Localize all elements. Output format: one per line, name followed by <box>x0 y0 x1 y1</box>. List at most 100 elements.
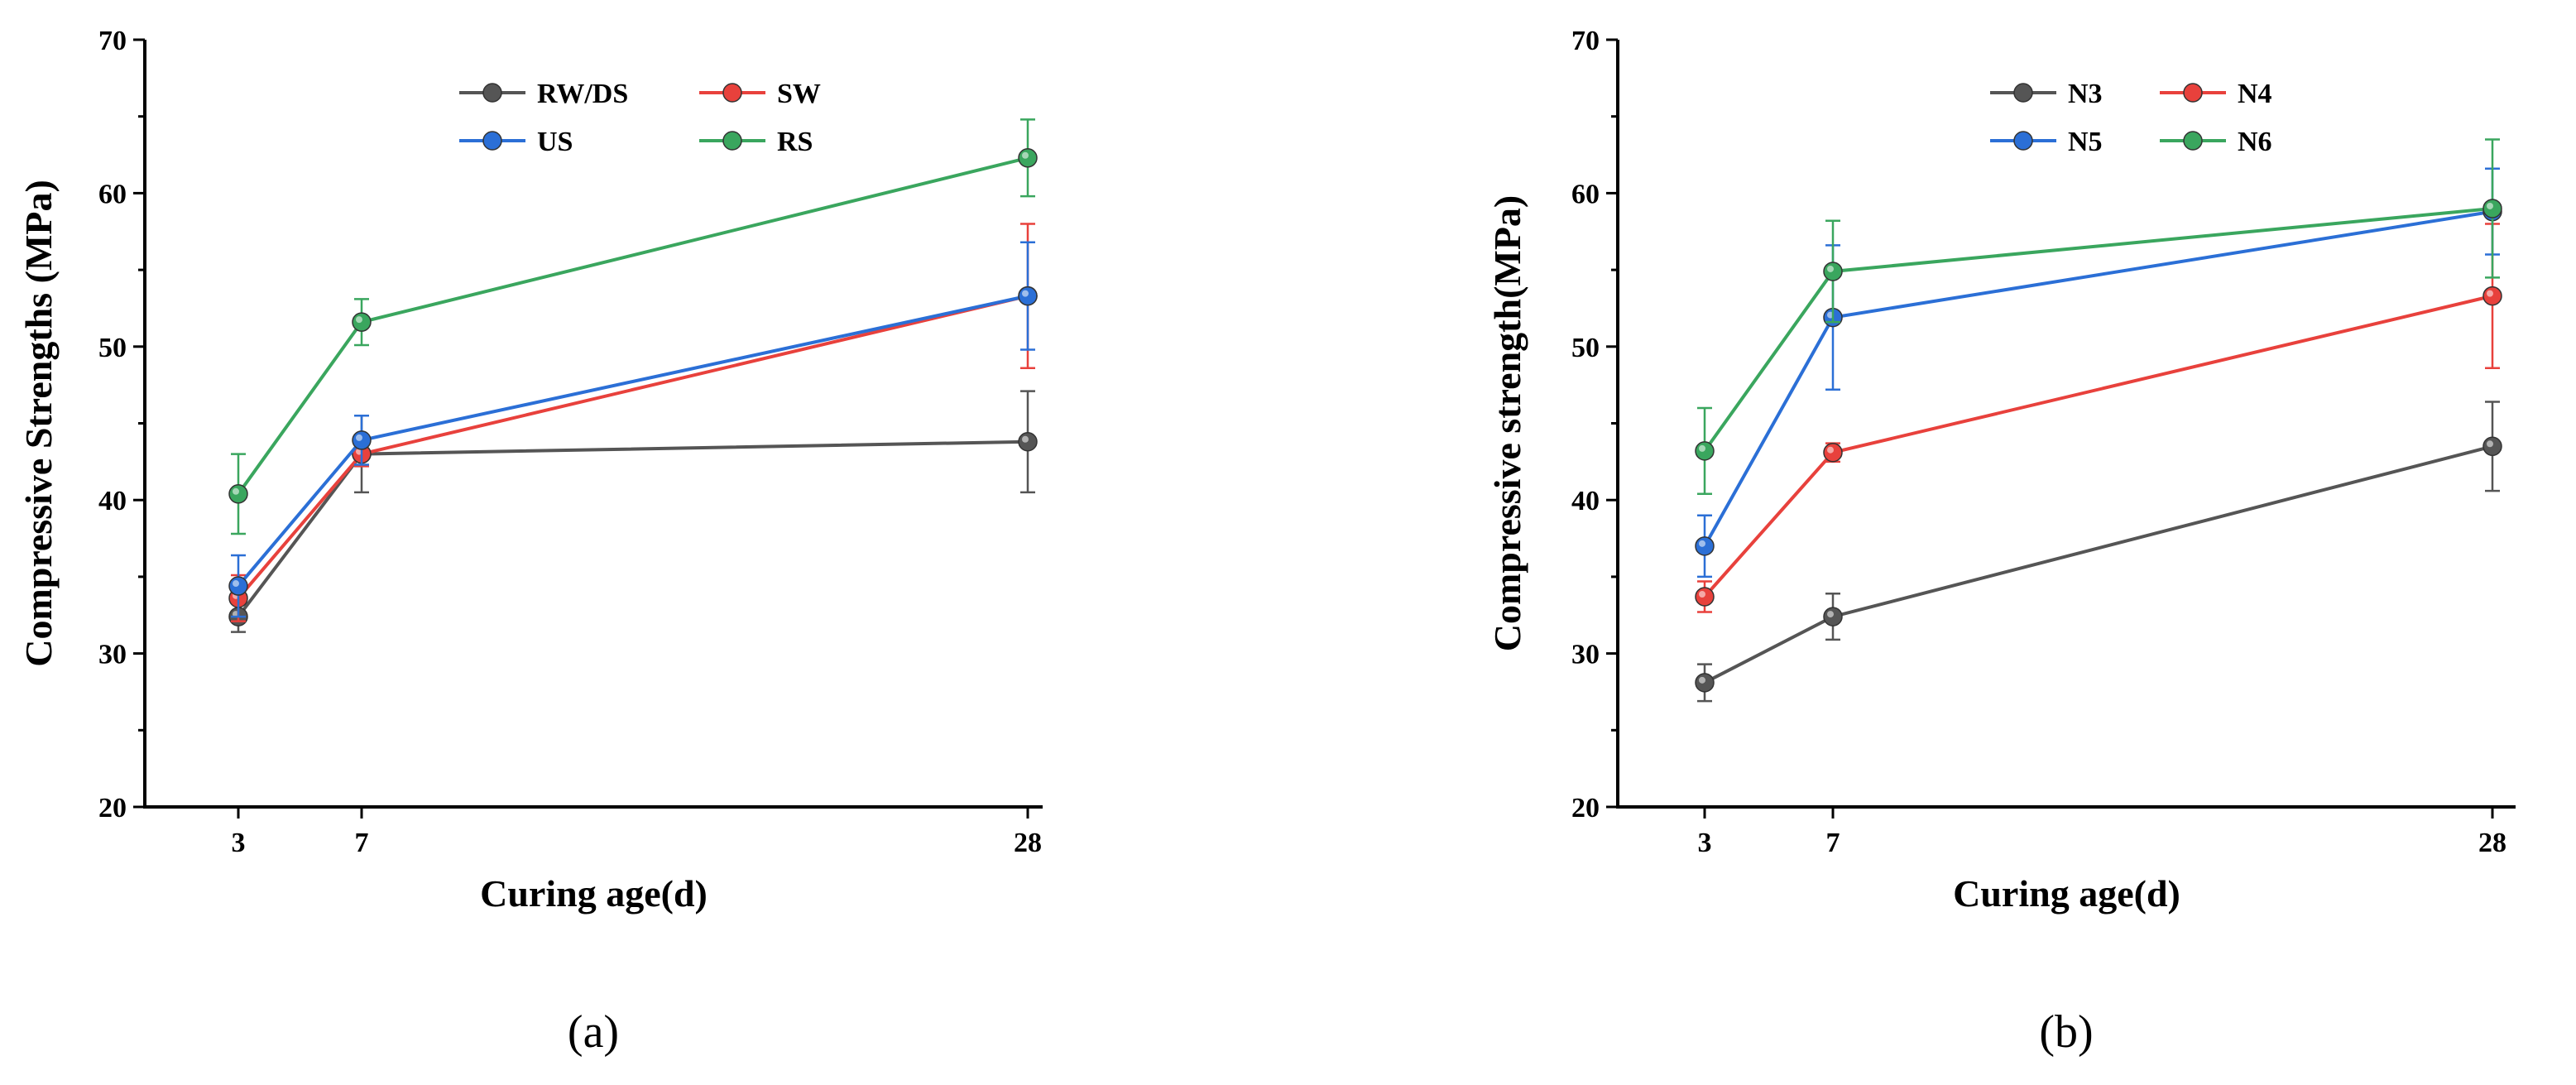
legend-marker <box>2183 83 2203 103</box>
legend-label: N6 <box>2238 127 2272 157</box>
legend-marker <box>2013 83 2033 103</box>
data-point-highlight <box>1022 151 1029 159</box>
data-point <box>1823 442 1843 463</box>
legend-item: N5 <box>1990 127 2103 157</box>
y-tick-label: 70 <box>98 26 127 56</box>
legend-item: N6 <box>2160 127 2272 157</box>
x-tick-label: 28 <box>1014 828 1042 858</box>
legend-label: US <box>537 127 573 157</box>
data-point-highlight <box>2487 290 2493 297</box>
data-point-highlight <box>1699 676 1705 684</box>
legend-item: N3 <box>1990 79 2103 109</box>
series-n5 <box>1695 167 2502 579</box>
x-tick-label: 7 <box>355 828 369 858</box>
data-point <box>2482 436 2502 457</box>
legend-marker <box>2013 131 2033 151</box>
panel-caption: (b) <box>2039 1006 2093 1058</box>
legend: N3 N4 N5 N6 <box>1990 79 2272 157</box>
y-tick-label: 20 <box>1571 793 1600 823</box>
x-tick-label: 3 <box>1698 828 1712 858</box>
y-tick-label: 40 <box>98 486 127 516</box>
series-n4 <box>1695 223 2502 613</box>
panel-caption: (a) <box>568 1006 619 1058</box>
data-point-highlight <box>2487 202 2493 209</box>
series-line <box>1703 294 2493 598</box>
data-point <box>352 430 372 450</box>
y-tick-label: 60 <box>98 179 127 209</box>
data-point <box>228 576 248 596</box>
legend-label: N3 <box>2068 79 2103 109</box>
x-tick-label: 3 <box>232 828 246 858</box>
legend-item: RW/DS <box>459 79 628 109</box>
series-sw <box>228 223 1038 622</box>
legend-item: N4 <box>2160 79 2272 109</box>
data-point <box>1695 536 1715 556</box>
data-point <box>2482 286 2502 306</box>
legend-marker <box>482 131 502 151</box>
data-point <box>2482 199 2502 218</box>
y-tick-label: 60 <box>1571 179 1600 209</box>
data-point <box>1018 286 1038 306</box>
y-tick-label: 50 <box>1571 333 1600 363</box>
legend-marker <box>2183 131 2203 151</box>
data-point-highlight <box>1699 540 1705 547</box>
x-tick-label: 7 <box>1826 828 1840 858</box>
data-point-highlight <box>1699 444 1705 452</box>
legend-item: US <box>459 127 573 157</box>
data-point-highlight <box>1827 265 1834 272</box>
series-rs <box>228 118 1038 535</box>
y-tick-label: 70 <box>1571 26 1600 56</box>
data-point <box>1695 587 1715 607</box>
data-point-highlight <box>1827 611 1834 618</box>
data-point <box>1018 431 1038 452</box>
legend-label: N4 <box>2238 79 2272 109</box>
data-point <box>1823 262 1843 281</box>
data-point-highlight <box>356 316 362 324</box>
series-line <box>1703 206 2493 453</box>
data-point-highlight <box>1022 435 1029 443</box>
data-point <box>352 312 372 332</box>
legend-label: N5 <box>2068 127 2103 157</box>
legend-label: SW <box>777 79 821 109</box>
y-axis-label: Compressive strength(MPa) <box>1486 195 1528 651</box>
y-tick-label: 20 <box>98 793 127 823</box>
data-point-highlight <box>1022 290 1029 297</box>
series-line <box>237 439 1029 618</box>
legend-item: SW <box>699 79 821 109</box>
x-axis-label: Curing age(d) <box>1953 872 2180 915</box>
series-line <box>1703 209 2493 547</box>
legend-marker <box>482 83 502 103</box>
legend: RW/DS SW US RS <box>459 79 821 157</box>
data-point-highlight <box>233 580 239 588</box>
data-point <box>228 484 248 504</box>
legend-marker <box>722 131 742 151</box>
series-n6 <box>1695 138 2502 496</box>
series-n3 <box>1695 401 2502 703</box>
x-tick-label: 28 <box>2478 828 2506 858</box>
data-point <box>1695 441 1715 461</box>
data-point-highlight <box>356 434 362 441</box>
y-tick-label: 50 <box>98 333 127 363</box>
data-point-highlight <box>1827 446 1834 454</box>
data-point-highlight <box>1699 591 1705 598</box>
y-tick-label: 40 <box>1571 486 1600 516</box>
series-rw-ds <box>228 390 1038 633</box>
series-line <box>1704 444 2493 684</box>
y-tick-label: 30 <box>98 640 127 670</box>
data-point-highlight <box>2487 440 2493 448</box>
legend-marker <box>722 83 742 103</box>
data-point-highlight <box>233 487 239 495</box>
x-axis-label: Curing age(d) <box>480 872 708 915</box>
legend-item: RS <box>699 127 813 157</box>
series-us <box>228 241 1038 618</box>
data-point <box>1018 148 1038 168</box>
data-point <box>1695 673 1715 693</box>
legend-label: RS <box>777 127 813 157</box>
y-tick-label: 30 <box>1571 640 1600 670</box>
data-point <box>1823 607 1843 627</box>
chart-panel-b: 20 30 40 50 60 70 3 7 28 Curing age(d) Compressive… <box>1486 26 2516 1058</box>
legend-label: RW/DS <box>537 79 628 109</box>
y-axis-label: Compressive Strengths (MPa) <box>17 180 60 667</box>
chart-panel-a: 20 30 40 50 60 70 3 7 28 Curing age(d) Compressive… <box>17 26 1043 1058</box>
